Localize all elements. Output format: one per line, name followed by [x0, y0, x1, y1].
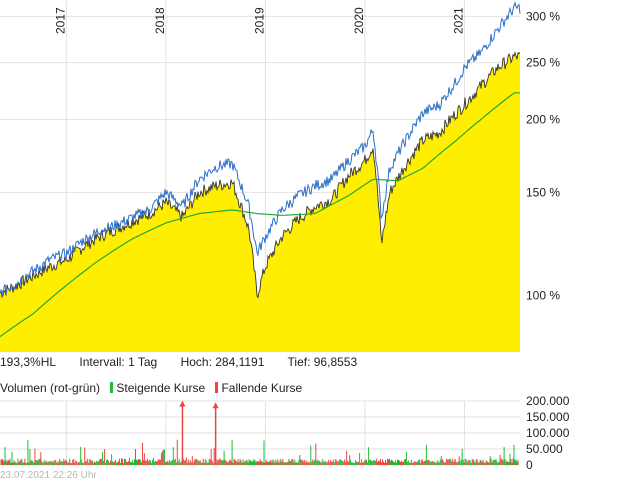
volume-y-tick-label: 150.000 — [526, 410, 570, 424]
price-x-tick-label: 2017 — [53, 7, 67, 34]
price-x-tick-label: 2019 — [252, 7, 266, 34]
series-blue-line — [0, 1, 521, 297]
price-y-axis: 100 % 150 % 200 % 250 % 300 % — [526, 9, 560, 302]
volume-spike-arrow — [179, 400, 186, 407]
volume-y-tick-label: 50.000 — [526, 442, 563, 456]
falling-label: Fallende Kurse — [221, 381, 303, 395]
volume-spike-arrow — [212, 402, 219, 409]
price-y-tick-label: 250 % — [526, 56, 560, 70]
price-y-tick-label: 150 % — [526, 185, 560, 199]
price-x-tick-label: 2020 — [352, 7, 366, 34]
series-area-outline — [0, 51, 521, 299]
rising-label: Steigende Kurse — [116, 381, 206, 395]
hl-value: 193,3%HL — [0, 355, 57, 369]
price-series — [0, 1, 521, 353]
price-x-axis: 2017 2018 2019 2020 2021 — [53, 7, 465, 34]
interval-label: Intervall: 1 Tag — [79, 355, 158, 369]
price-y-tick-label: 300 % — [526, 9, 560, 23]
price-x-tick-label: 2018 — [153, 7, 167, 34]
price-y-tick-label: 100 % — [526, 288, 560, 302]
volume-bars — [0, 400, 519, 465]
series-green-average — [0, 92, 520, 338]
volume-legend: Volumen (rot-grün) Steigende Kurse Falle… — [0, 381, 302, 395]
volume-y-tick-label: 100.000 — [526, 426, 570, 440]
volume-y-tick-label: 0 — [526, 458, 533, 472]
chart-info-bar: 193,3%HL Intervall: 1 Tag Hoch: 284,1191… — [0, 355, 357, 369]
rising-swatch — [110, 382, 114, 393]
volume-title: Volumen (rot-grün) — [0, 381, 101, 395]
volume-y-tick-label: 200.000 — [526, 394, 570, 408]
falling-swatch — [215, 382, 219, 393]
series-area-fill — [0, 52, 520, 353]
volume-y-axis: 200.000 150.000 100.000 50.000 0 — [526, 394, 570, 472]
volume-grid — [0, 400, 520, 466]
low-value: Tief: 96,8553 — [287, 355, 358, 369]
high-value: Hoch: 284,1191 — [180, 355, 265, 369]
price-x-tick-label: 2021 — [451, 7, 465, 34]
price-y-tick-label: 200 % — [526, 112, 560, 126]
timestamp: 23.07.2021 22:26 Uhr — [0, 470, 97, 481]
